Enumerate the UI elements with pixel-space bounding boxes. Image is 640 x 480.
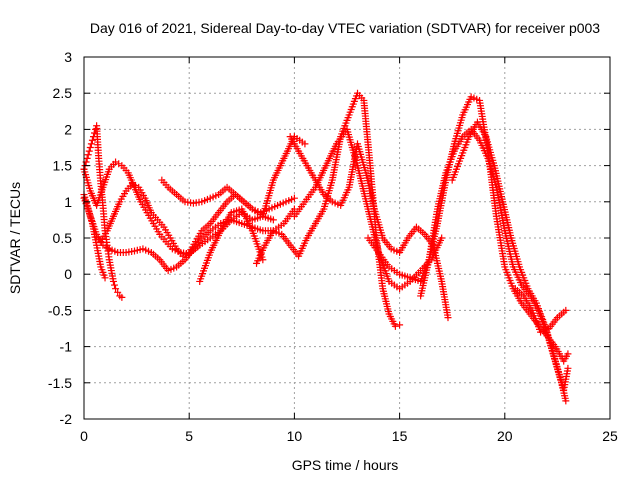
- x-tick-label: 0: [80, 428, 88, 444]
- x-tick-label: 5: [185, 428, 193, 444]
- y-tick-label: 1.5: [53, 158, 73, 174]
- y-tick-label: 3: [64, 49, 72, 65]
- data-point: [564, 350, 572, 358]
- series-track-m: [448, 118, 570, 405]
- plot-marks: [80, 89, 572, 405]
- data-point: [87, 140, 95, 148]
- x-tick-label: 25: [602, 428, 618, 444]
- grid: [84, 57, 610, 419]
- x-tick-label: 10: [287, 428, 303, 444]
- data-point: [109, 277, 117, 285]
- y-tick-label: -1: [60, 339, 73, 355]
- data-point: [83, 154, 91, 162]
- series-track-e: [80, 194, 109, 282]
- data-point: [84, 151, 92, 159]
- data-point: [301, 140, 309, 148]
- y-axis-label: SDTVAR / TECUs: [7, 182, 23, 294]
- data-point: [101, 274, 109, 282]
- data-point: [438, 234, 446, 242]
- series-track-f: [158, 176, 298, 217]
- y-tick-label: -0.5: [48, 302, 72, 318]
- y-tick-label: 2: [64, 121, 72, 137]
- data-point: [118, 293, 126, 301]
- data-point: [85, 147, 93, 155]
- chart-title: Day 016 of 2021, Sidereal Day-to-day VTE…: [90, 20, 600, 36]
- data-point: [562, 397, 570, 405]
- y-axis: -2 -1.5 -1 -0.5 0 0.5 1 1.5 2 2.5 3: [48, 49, 72, 427]
- x-axis: 0 5 10 15 20 25: [80, 428, 618, 444]
- y-tick-label: 0: [64, 266, 72, 282]
- x-tick-label: 15: [392, 428, 408, 444]
- axis-ticks: [83, 56, 611, 420]
- data-point: [115, 160, 123, 168]
- data-point: [259, 256, 267, 264]
- y-tick-label: 1: [64, 194, 72, 210]
- data-point: [562, 306, 570, 314]
- y-tick-label: 2.5: [53, 85, 73, 101]
- data-point: [114, 288, 122, 296]
- data-point: [86, 144, 94, 151]
- data-point: [564, 364, 572, 372]
- series-track-n: [511, 285, 570, 336]
- data-point: [444, 314, 452, 322]
- data-point: [112, 285, 120, 293]
- data-point: [88, 136, 96, 144]
- data-point: [290, 194, 298, 202]
- y-tick-label: -1.5: [48, 375, 72, 391]
- series-track-i: [286, 133, 452, 322]
- data-point: [269, 216, 277, 224]
- series-track-h: [253, 89, 404, 330]
- x-tick-label: 20: [497, 428, 513, 444]
- data-point: [92, 125, 100, 133]
- data-point: [111, 281, 119, 289]
- data-point: [391, 322, 399, 330]
- y-tick-label: 0.5: [53, 230, 73, 246]
- series-track-g: [196, 205, 267, 285]
- plot-frame: [83, 56, 611, 420]
- y-tick-label: -2: [60, 411, 73, 427]
- x-axis-label: GPS time / hours: [292, 457, 399, 473]
- data-point: [396, 321, 404, 329]
